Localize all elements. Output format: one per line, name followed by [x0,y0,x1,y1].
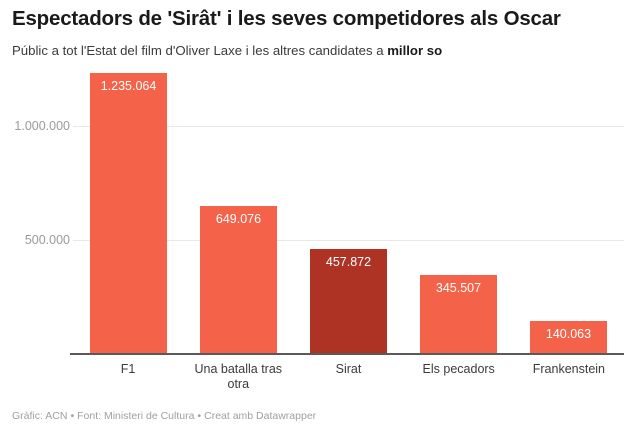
x-axis-category-label: Sirat [293,362,403,377]
x-axis-category-label: Una batalla tras otra [183,362,293,392]
bar-value-label: 649.076 [215,211,262,226]
chart-subtitle-text: Públic a tot l'Estat del film d'Oliver L… [12,43,388,58]
x-axis-category-label: Frankenstein [514,362,624,377]
bar-value-label: 1.235.064 [100,78,157,93]
x-axis-line [70,353,624,355]
bar-value-label: 457.872 [325,255,372,270]
footer-credit: Gràfic: ACN [12,410,68,422]
bar[interactable] [530,321,607,353]
x-axis-category-line: F1 [120,362,136,376]
x-axis-category-line: Els pecadors [422,362,495,376]
bar[interactable] [90,72,167,353]
x-axis-category-label: Els pecadors [404,362,514,377]
footer-tool[interactable]: Creat amb Datawrapper [204,410,317,422]
x-axis-category-line: Frankenstein [532,362,606,376]
x-axis-category-line: Sirat [335,362,362,376]
footer-separator-2: • [197,410,202,422]
footer-source: Font: Ministeri de Cultura [77,410,195,422]
chart-title: Espectadors de 'Sirât' i les seves compe… [12,7,561,30]
bar[interactable] [200,205,277,353]
bar-value-label: 140.063 [545,327,592,342]
chart-subtitle: Públic a tot l'Estat del film d'Oliver L… [12,42,628,60]
gridline [73,126,624,127]
x-axis-category-line: otra [227,377,250,391]
y-axis-tick-label: 1.000.000 [14,119,70,133]
bar[interactable] [310,249,387,353]
footer-separator-1: • [70,410,75,422]
x-axis-category-line: Una batalla tras [194,362,283,376]
bar-value-label: 345.507 [435,280,482,295]
gridline [73,239,624,241]
y-axis-tick-label: 500.000 [24,232,70,247]
chart-footer: Gràfic: ACN • Font: Ministeri de Cultura • C… [12,409,316,423]
chart-subtitle-emphasis: millor so [387,43,443,58]
x-axis-category-label: F1 [73,362,183,377]
bar[interactable] [420,274,497,353]
